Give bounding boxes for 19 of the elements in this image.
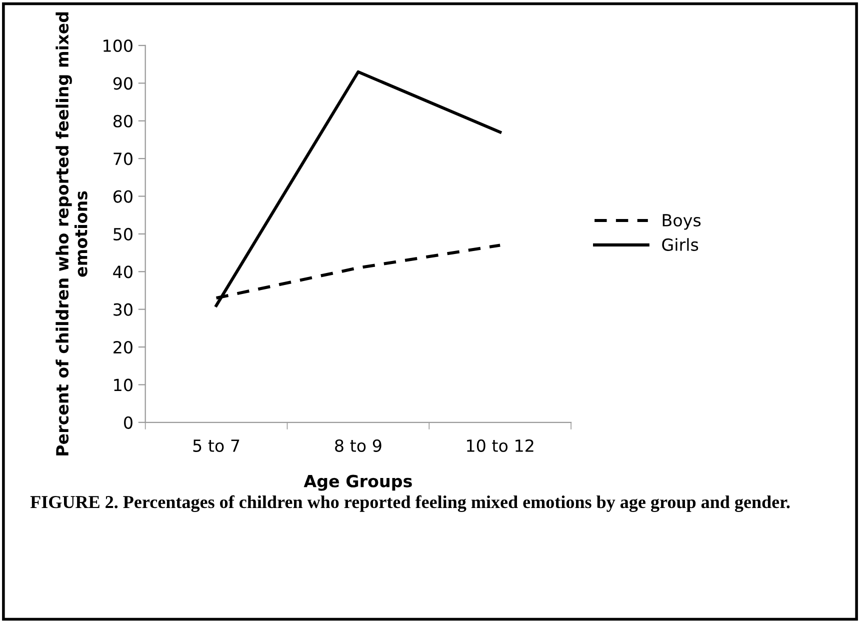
y-axis-title: Percent of children who reported feeling mixed emotions <box>56 12 88 456</box>
y-tick-label: 0 <box>124 416 132 429</box>
y-tick-label: 40 <box>113 266 132 278</box>
legend-label: Girls <box>662 238 698 252</box>
y-tick-label: 10 <box>114 378 132 392</box>
y-tick-label: 70 <box>114 152 132 166</box>
y-tick-label: 100 <box>104 39 132 52</box>
y-tick-label: 20 <box>114 340 132 354</box>
x-tick-label: 8 to 9 <box>335 439 382 452</box>
x-tick-label: 5 to 7 <box>193 440 240 452</box>
y-tick-label: 80 <box>113 114 132 128</box>
y-tick-label: 60 <box>113 190 132 203</box>
legend-label: Boys <box>662 214 701 230</box>
y-tick-label: 90 <box>113 77 132 90</box>
x-tick-label: 10 to 12 <box>467 439 534 452</box>
y-tick-label: 50 <box>114 228 132 241</box>
caption: FIGURE 2. Percentages of children who reported feeling mixed emotions by age group and gender. <box>30 495 790 512</box>
x-axis-title: Age Groups <box>304 474 412 491</box>
y-tick-label: 30 <box>114 303 132 316</box>
